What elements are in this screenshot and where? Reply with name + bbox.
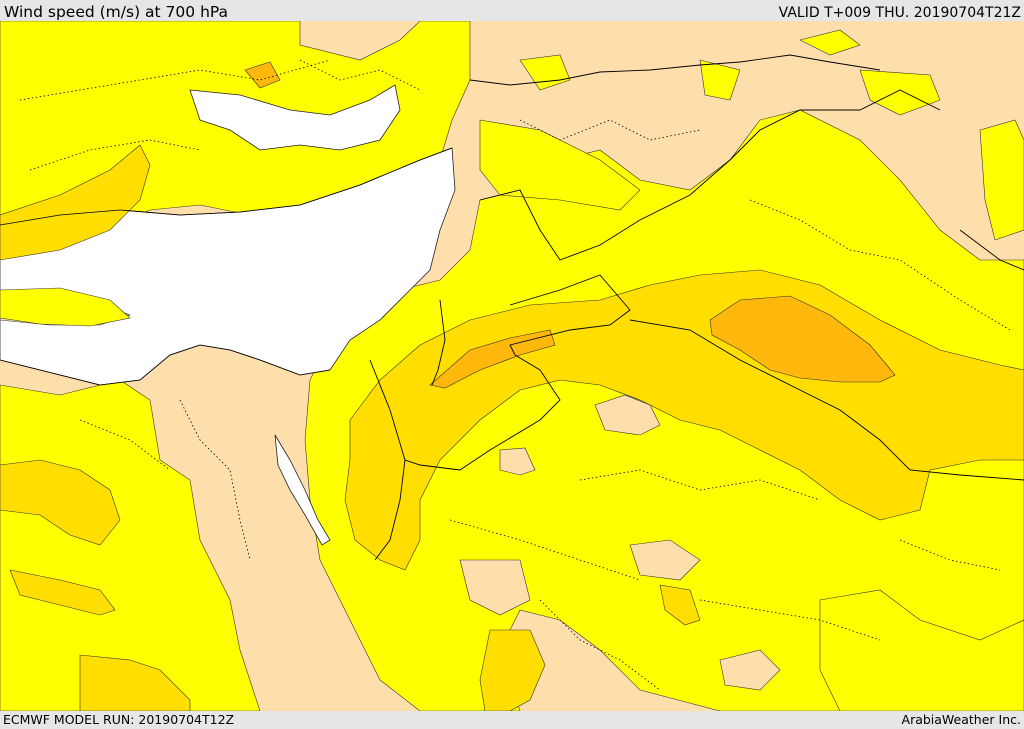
sea-areas <box>0 84 456 546</box>
band-4-regions <box>244 61 896 389</box>
wind-speed-map <box>0 21 1024 711</box>
admin-boundaries <box>19 59 1011 691</box>
aegean-white-patch <box>189 84 401 151</box>
credit-label: ArabiaWeather Inc. <box>901 712 1021 727</box>
red-sea-gulf <box>274 434 331 546</box>
header-bar: Wind speed (m/s) at 700 hPa VALID T+009 … <box>0 0 1024 21</box>
valid-time-label: VALID T+009 THU. 20190704T21Z <box>778 5 1021 21</box>
map-title: Wind speed (m/s) at 700 hPa <box>4 3 229 21</box>
footer-bar: ECMWF MODEL RUN: 20190704T12Z ArabiaWeat… <box>0 711 1024 729</box>
coastlines <box>0 147 453 386</box>
country-borders <box>369 54 1024 561</box>
band-lowest-islands <box>459 394 781 691</box>
band-2-patches-sea <box>0 287 131 327</box>
model-run-label: ECMWF MODEL RUN: 20190704T12Z <box>3 712 235 727</box>
